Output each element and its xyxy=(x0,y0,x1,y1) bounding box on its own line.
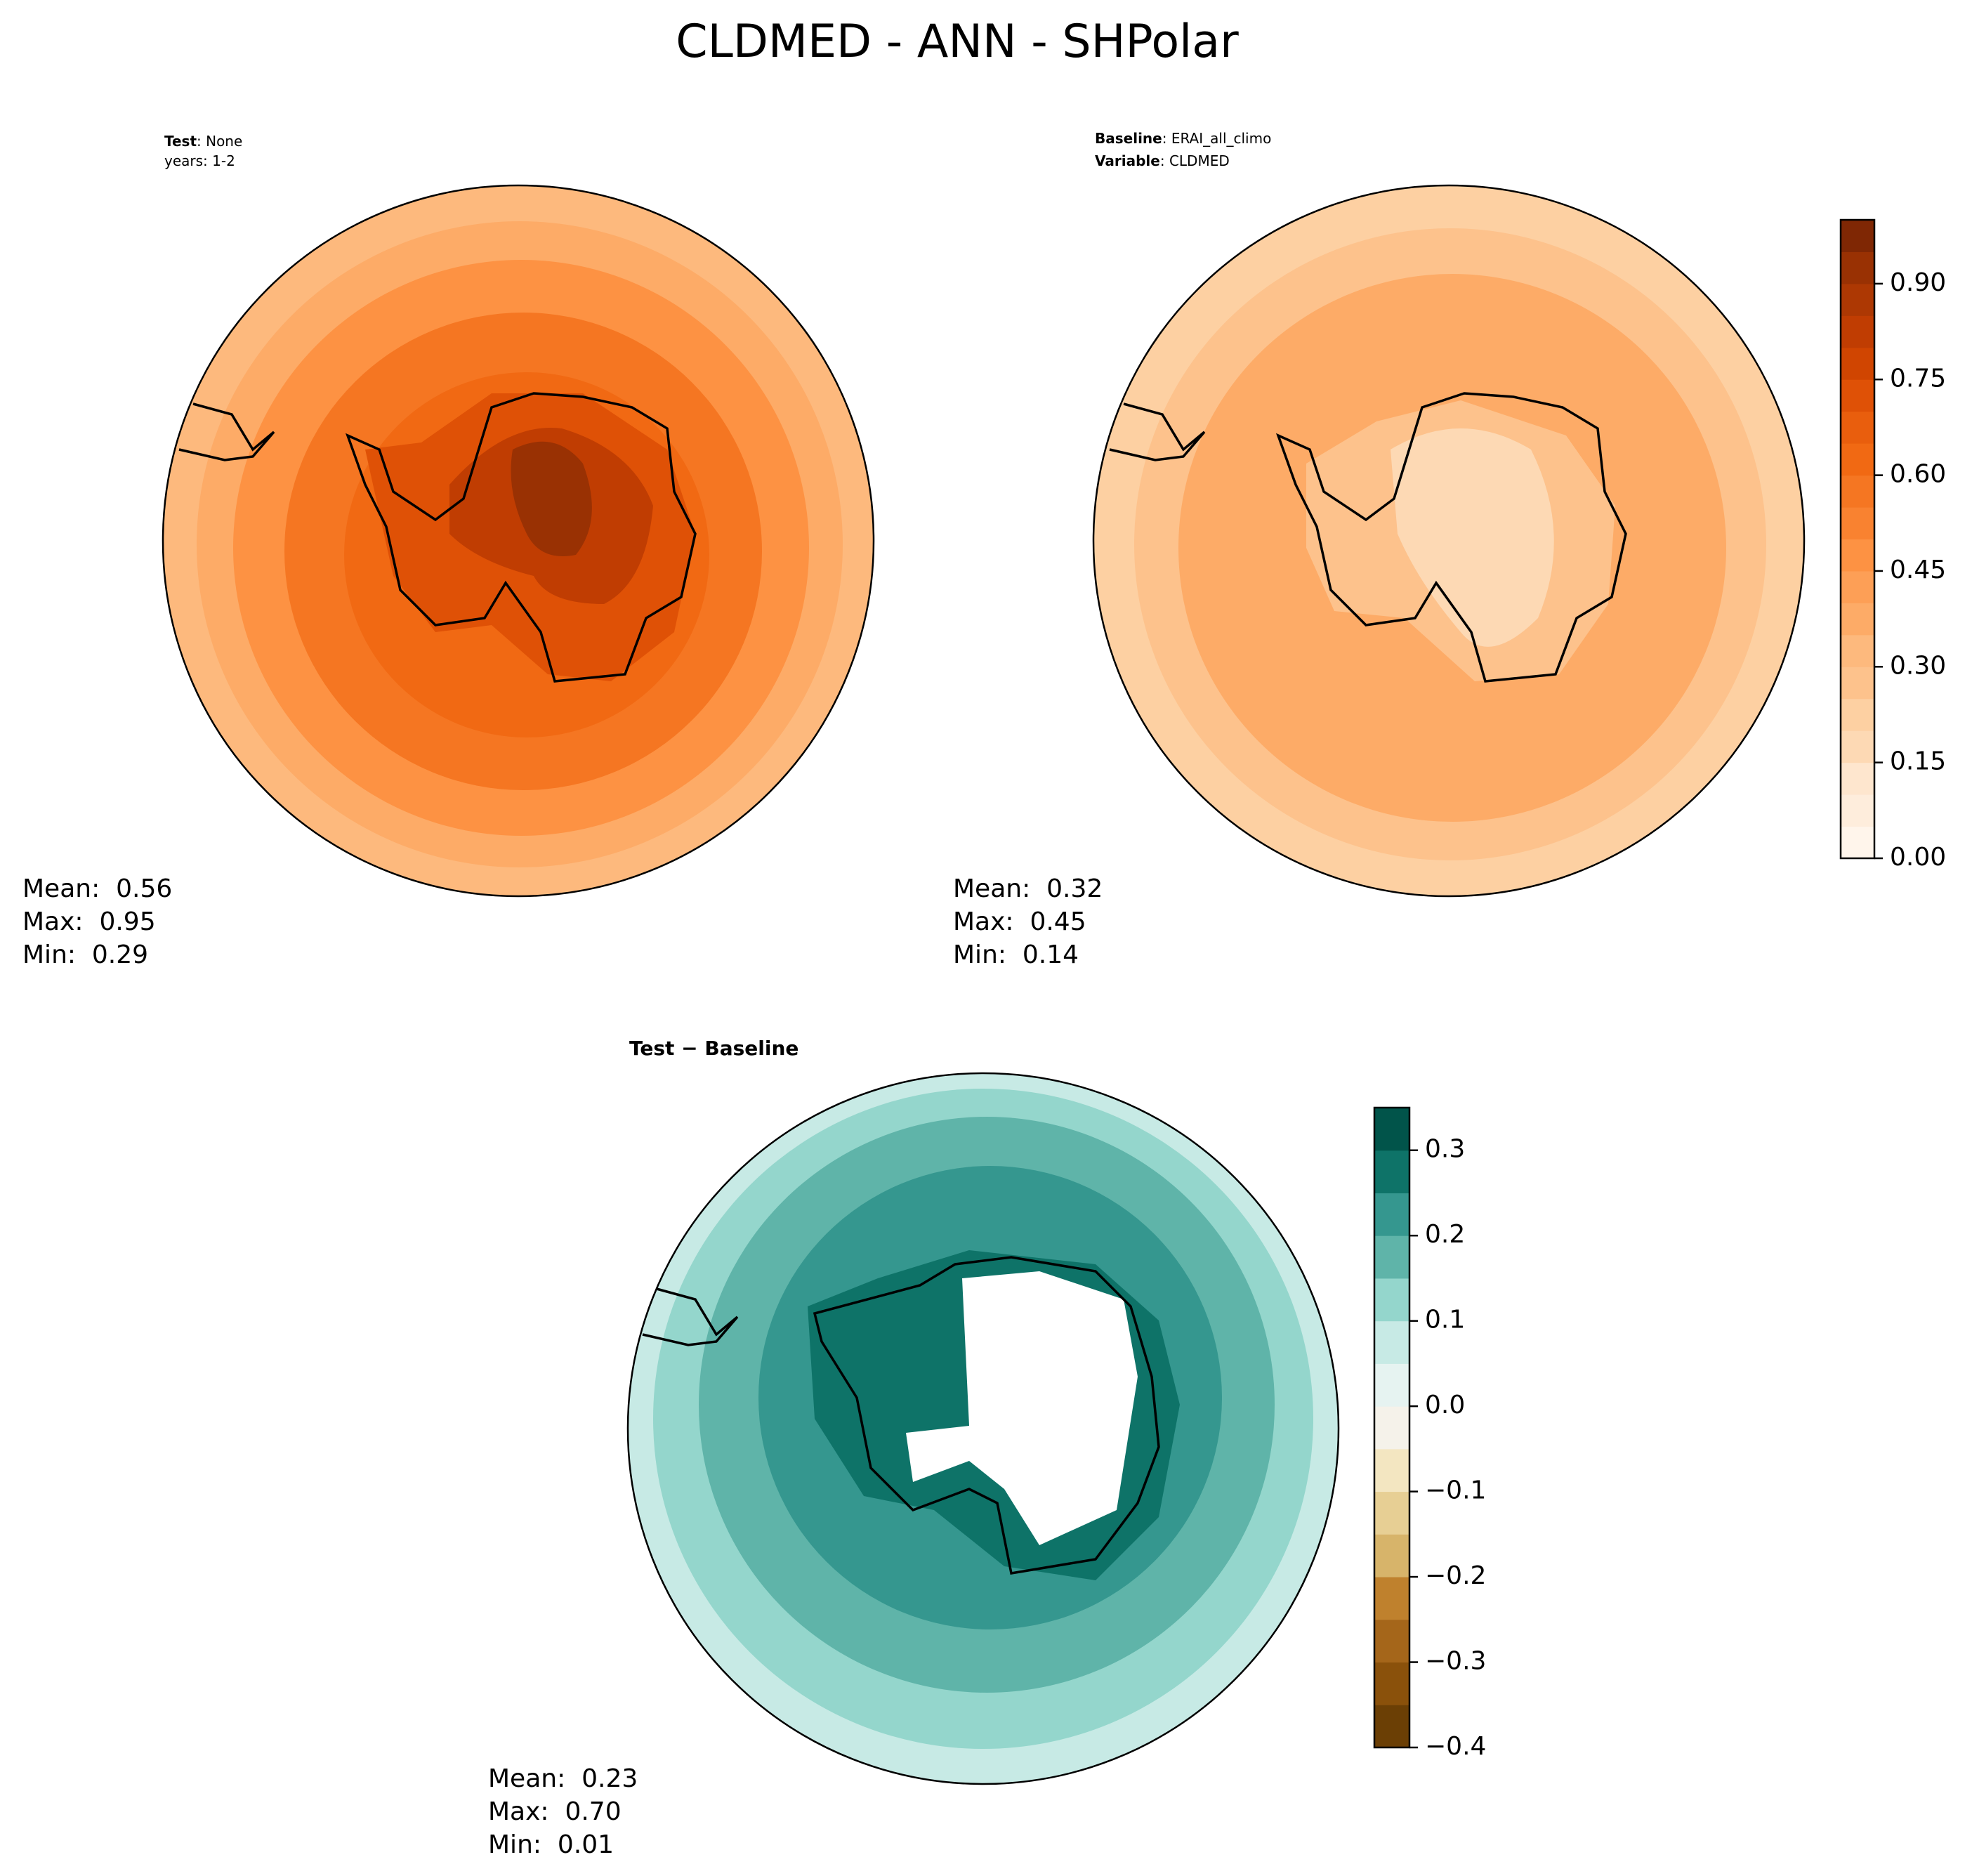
colorbar-tick-label: 0.00 xyxy=(1890,843,1946,872)
colorbar-band xyxy=(1841,730,1874,763)
colorbar-band xyxy=(1374,1577,1409,1620)
panel-label-value: : CLDMED xyxy=(1160,152,1230,169)
colorbar-band xyxy=(1841,475,1874,508)
colorbar-band xyxy=(1374,1662,1409,1705)
colorbar-band xyxy=(1374,1278,1409,1322)
panel-stat: Min: 0.01 xyxy=(488,1830,614,1859)
colorbar-band xyxy=(1374,1534,1409,1577)
panel-label: Test: None xyxy=(164,133,242,150)
colorbar-band xyxy=(1841,539,1874,572)
colorbar-band xyxy=(1841,698,1874,731)
colorbar-band xyxy=(1841,507,1874,539)
colorbar-band xyxy=(1841,251,1874,284)
colorbar-tick-label: 0.1 xyxy=(1425,1306,1465,1334)
colorbar-tick-label: −0.4 xyxy=(1425,1732,1486,1761)
colorbar-band xyxy=(1374,1363,1409,1407)
panel-label-key: Variable xyxy=(1095,152,1160,169)
colorbar-band xyxy=(1841,603,1874,636)
colorbar-band xyxy=(1841,283,1874,316)
colorbar-band xyxy=(1841,315,1874,348)
map-difference xyxy=(626,1072,1340,1785)
panel-label-key: Baseline xyxy=(1095,130,1162,147)
panel-label-key: Test − Baseline xyxy=(629,1037,798,1060)
figure-title: CLDMED - ANN - SHPolar xyxy=(676,15,1239,68)
panel-stat: Max: 0.45 xyxy=(953,907,1086,936)
colorbar-band xyxy=(1374,1448,1409,1493)
colorbar-band xyxy=(1374,1406,1409,1450)
panel-label: Test − Baseline xyxy=(629,1037,798,1060)
colorbar-tick-label: −0.2 xyxy=(1425,1561,1486,1590)
colorbar-band xyxy=(1374,1705,1409,1748)
colorbar-band xyxy=(1841,826,1874,859)
colorbar-tick-label: 0.3 xyxy=(1425,1135,1465,1164)
colorbar-band xyxy=(1841,794,1874,827)
colorbar-tick-label: 0.2 xyxy=(1425,1220,1465,1249)
colorbar-band xyxy=(1374,1235,1409,1279)
panel-label: years: 1-2 xyxy=(164,152,235,169)
colorbar-band xyxy=(1841,347,1874,380)
colorbar-band xyxy=(1374,1619,1409,1663)
panel-stat: Mean: 0.23 xyxy=(488,1764,638,1793)
panel-label-value: : None xyxy=(197,133,242,150)
colorbar-band xyxy=(1841,667,1874,700)
colorbar-band xyxy=(1374,1193,1409,1236)
colorbar-band xyxy=(1374,1108,1409,1151)
colorbar-frame xyxy=(1373,1106,1411,1749)
panel-label: Variable: CLDMED xyxy=(1095,152,1230,169)
panel-label: Baseline: ERAI_all_climo xyxy=(1095,130,1271,147)
panel-stat: Mean: 0.56 xyxy=(22,874,172,903)
panel-stat: Max: 0.95 xyxy=(22,907,156,936)
colorbar-band xyxy=(1374,1320,1409,1364)
colorbar-band xyxy=(1374,1491,1409,1535)
panel-label-value: years: 1-2 xyxy=(164,152,235,169)
colorbar-tick-label: 0.15 xyxy=(1890,747,1946,776)
panel-stat: Mean: 0.32 xyxy=(953,874,1103,903)
colorbar-tick-label: 0.0 xyxy=(1425,1391,1465,1419)
colorbar-tick-label: 0.45 xyxy=(1890,556,1946,584)
colorbar-tick-label: 0.90 xyxy=(1890,268,1946,297)
colorbar-band xyxy=(1841,379,1874,412)
colorbar-band xyxy=(1841,762,1874,795)
colorbar-band xyxy=(1841,443,1874,476)
colorbar-band xyxy=(1841,570,1874,603)
colorbar-frame xyxy=(1839,218,1876,860)
map-baseline xyxy=(1092,184,1806,898)
colorbar-band xyxy=(1841,634,1874,667)
panel-label-value: : ERAI_all_climo xyxy=(1162,130,1272,147)
panel-stat: Min: 0.14 xyxy=(953,940,1079,969)
colorbar-band xyxy=(1841,411,1874,444)
colorbar-tick-label: −0.3 xyxy=(1425,1647,1486,1676)
colorbar-band xyxy=(1841,220,1874,252)
colorbar-band xyxy=(1374,1150,1409,1193)
panel-label-key: Test xyxy=(164,133,197,150)
colorbar-tick-label: 0.60 xyxy=(1890,460,1946,489)
colorbar-tick-label: −0.1 xyxy=(1425,1476,1486,1505)
panel-stat: Max: 0.70 xyxy=(488,1797,622,1826)
map-test xyxy=(162,184,875,898)
colorbar-tick-label: 0.75 xyxy=(1890,364,1946,393)
colorbar-tick-label: 0.30 xyxy=(1890,651,1946,680)
panel-stat: Min: 0.29 xyxy=(22,940,148,969)
